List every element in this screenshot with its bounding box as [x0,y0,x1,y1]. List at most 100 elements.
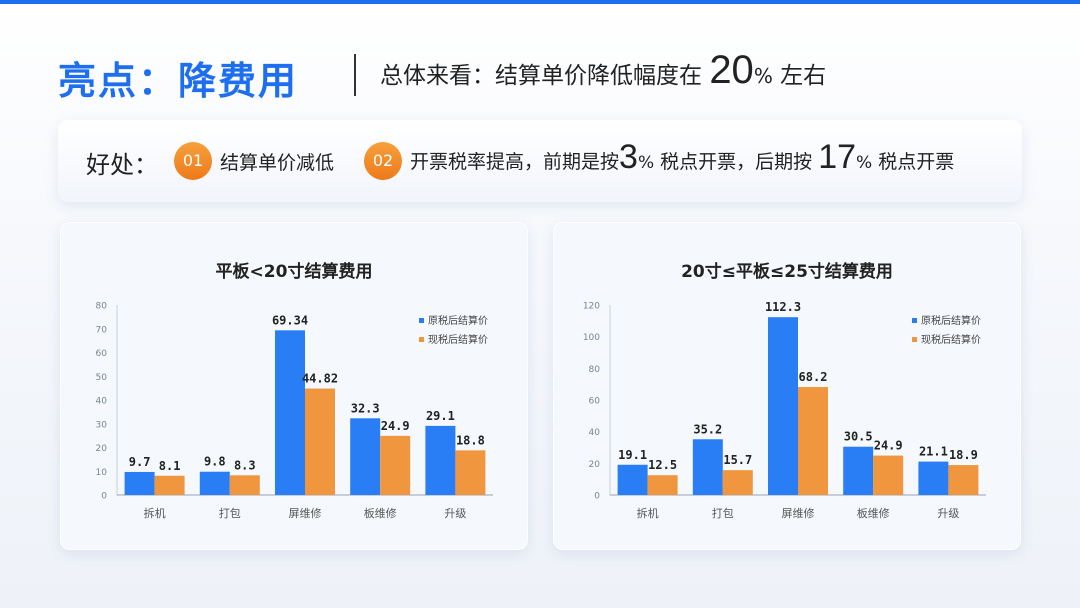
data-label: 24.9 [874,439,903,453]
subtitle-number: 20 [709,48,754,92]
chart-2: 0 20 40 60 80 100 120 19.112.5 拆机 35.2 15.7 打包 112.3… [583,300,986,520]
y-tick-label: 60 [589,397,601,407]
chart-panel-2: 20寸≤平板≤25寸结算费用 0 20 40 60 80 100 120 19.1 12.5 拆机… [553,222,1021,550]
x-tick-label: 打包 [219,506,241,520]
bar-current [873,455,904,495]
data-label: 8.1 [159,459,181,473]
benefit-2-percent-1: % [637,153,655,173]
data-label: 19.1 [618,448,647,462]
benefit-1-text: 结算单价减低 [220,152,335,174]
page-title: 亮点：降费用 [58,59,299,103]
bar-current [647,475,678,495]
title-divider [354,54,356,96]
x-tick-label: 拆机 [637,506,659,520]
data-label: 29.1 [426,409,455,423]
bar-current [305,388,335,495]
bar-current [154,475,185,495]
data-label: 35.2 [693,422,722,436]
bar-current [229,475,260,495]
benefit-2-value-1: 3 [619,138,638,176]
legend-label: 现税后结算价 [921,333,981,346]
legend-marker [419,337,424,342]
bar-original [768,317,798,495]
data-label: 9.8 [204,455,226,469]
data-label: 21.1 [919,445,948,459]
y-tick-label: 50 [96,373,108,383]
bar-original [124,471,155,495]
subtitle-prefix: 总体来看：结算单价降低幅度在 [380,63,702,89]
bar-original [350,418,381,495]
data-label: 68.2 [799,370,828,384]
chart-1-title: 平板<20寸结算费用 [215,262,373,282]
bar-original [918,461,949,495]
bar-current [798,387,828,495]
y-tick-label: 100 [583,333,600,343]
legend-marker [912,337,917,342]
bar-original [425,425,456,495]
subtitle-percent: % [753,64,773,88]
chart-2-title: 20寸≤平板≤25寸结算费用 [681,262,893,282]
y-tick-label: 10 [96,468,108,478]
chart-1: 0 10 20 30 40 50 60 70 80 9.7 8.1 拆机 9.8 8.3 打包 69.34 44… [96,302,493,520]
benefit-2-text-a: 开票税率提高，前期是按 [410,151,620,173]
x-tick-label: 屏维修 [289,506,322,520]
data-label: 44.82 [302,372,338,386]
bar-current [948,465,979,495]
data-label: 30.5 [844,430,873,444]
y-tick-label: 70 [96,325,108,335]
y-tick-label: 40 [589,428,601,438]
y-tick-label: 20 [589,460,601,470]
data-label: 18.9 [949,448,978,462]
bar-original [275,330,305,495]
x-tick-label: 升级 [937,507,959,520]
benefit-2-percent-2: % [856,153,873,173]
y-tick-label: 40 [96,397,108,407]
benefit-2-text: 开票税率提高，前期是按3% 税点开票，后期按 17% 税点开票 [410,138,954,177]
x-tick-label: 升级 [444,507,466,520]
data-label: 12.5 [648,458,677,472]
benefit-1-badge: 01 [174,142,212,180]
bar-original [617,464,648,495]
bar-current [380,435,411,495]
data-label: 9.7 [129,455,151,469]
y-tick-label: 20 [96,444,108,454]
data-label: 8.3 [234,458,256,472]
benefit-2-text-c: 税点开票 [878,151,955,173]
y-tick-label: 80 [96,302,108,312]
legend-label: 原税后结算价 [428,314,488,327]
bar-current [722,470,753,495]
y-tick-label: 120 [583,302,600,312]
benefits-card: 好处： 01 结算单价减低 02 开票税率提高，前期是按3% 税点开票，后期按 … [58,120,1022,202]
benefit-2-badge: 02 [364,142,402,180]
x-tick-label: 打包 [712,506,734,520]
y-tick-label: 60 [96,349,108,359]
y-tick-label: 30 [96,420,108,430]
legend-marker [912,318,917,323]
legend-label: 现税后结算价 [428,333,488,346]
benefits-label: 好处： [86,151,158,179]
data-label: 15.7 [723,453,752,467]
x-tick-label: 拆机 [144,506,166,520]
bar-original [843,446,874,495]
y-tick-label: 0 [101,492,107,502]
subtitle-suffix: 左右 [780,63,827,89]
data-label: 18.8 [456,433,485,447]
bar-original [199,471,230,495]
x-tick-label: 板维修 [857,506,890,520]
top-accent-bar [0,0,1080,4]
chart-panel-1: 平板<20寸结算费用 0 10 20 30 40 50 60 70 80 9.7 8.1 拆机 9.8 8… [60,222,528,550]
legend-label: 原税后结算价 [921,314,981,327]
bar-original [692,439,723,495]
y-tick-label: 80 [589,365,601,375]
x-tick-label: 屏维修 [782,506,815,520]
bar-current [455,450,486,495]
data-label: 69.34 [272,313,308,327]
x-tick-label: 板维修 [364,506,397,520]
page-subtitle: 总体来看：结算单价降低幅度在 20% 左右 [380,48,826,93]
legend-marker [419,318,424,323]
data-label: 32.3 [351,401,380,415]
data-label: 112.3 [765,300,801,314]
y-tick-label: 0 [594,492,600,502]
benefit-2-value-2: 17 [818,138,857,176]
data-label: 24.9 [381,419,410,433]
